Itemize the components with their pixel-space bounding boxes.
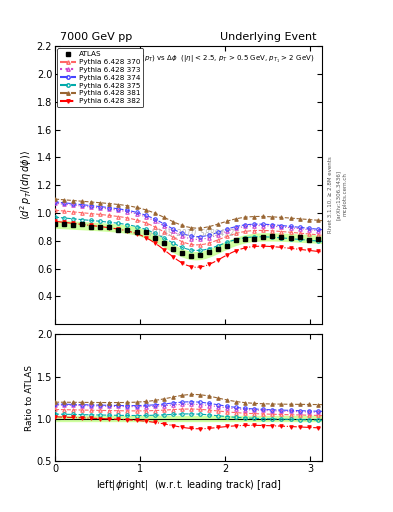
Text: ATLAS_2010_S8894728: ATLAS_2010_S8894728: [149, 228, 239, 237]
Text: [arXiv:1306.3436]: [arXiv:1306.3436]: [336, 169, 341, 220]
Text: Underlying Event: Underlying Event: [220, 32, 317, 42]
Text: mcplots.cern.ch: mcplots.cern.ch: [343, 173, 348, 217]
Text: $\Sigma(p_T)$ vs $\Delta\phi$  ($|\eta|$ < 2.5, $p_T$ > 0.5 GeV, $p_{T_1}$ > 2 G: $\Sigma(p_T)$ vs $\Delta\phi$ ($|\eta|$ …: [137, 54, 314, 66]
Text: 7000 GeV pp: 7000 GeV pp: [61, 32, 132, 42]
X-axis label: left$|\phi$right$|$  (w.r.t. leading track) [rad]: left$|\phi$right$|$ (w.r.t. leading trac…: [96, 478, 281, 492]
Text: Rivet 3.1.10, ≥ 2.8M events: Rivet 3.1.10, ≥ 2.8M events: [328, 156, 333, 233]
Legend: ATLAS, Pythia 6.428 370, Pythia 6.428 373, Pythia 6.428 374, Pythia 6.428 375, P: ATLAS, Pythia 6.428 370, Pythia 6.428 37…: [57, 48, 143, 107]
Y-axis label: $\langle d^2\,p_T/(d\eta\,d\phi)\rangle$: $\langle d^2\,p_T/(d\eta\,d\phi)\rangle$: [18, 150, 34, 220]
Y-axis label: Ratio to ATLAS: Ratio to ATLAS: [25, 365, 34, 431]
